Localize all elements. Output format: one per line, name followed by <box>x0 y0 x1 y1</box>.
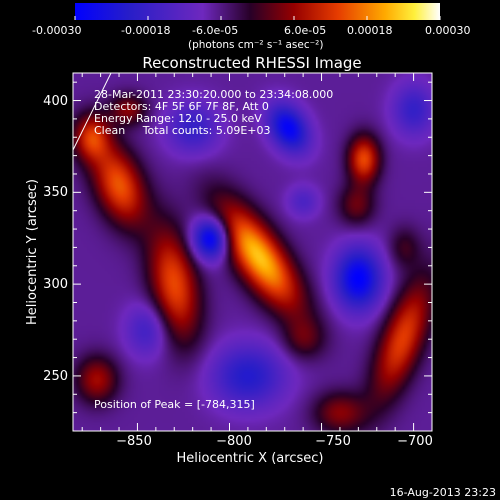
y-tick-labels: 250 300 350 400 <box>43 94 68 384</box>
colorbar-tick-label: 0.00018 <box>347 24 393 37</box>
x-tick-label: −700 <box>397 434 433 449</box>
x-tick-label: −750 <box>315 434 351 449</box>
colorbar-tick-label: 0.00030 <box>425 24 471 37</box>
y-tick-label: 250 <box>43 369 68 384</box>
x-axis-label: Heliocentric X (arcsec) <box>177 451 324 466</box>
colorbar-tick-label: -0.00030 <box>32 24 81 37</box>
footer-timestamp: 16-Aug-2013 23:23 <box>390 486 496 499</box>
chart-title: Reconstructed RHESSI Image <box>142 54 361 72</box>
colorbar-unit-label: (photons cm⁻² s⁻¹ asec⁻²) <box>188 39 323 51</box>
y-tick-label: 400 <box>43 94 68 109</box>
x-tick-label: −850 <box>116 434 152 449</box>
colorbar-tick-label: -6.0e-05 <box>192 24 238 37</box>
colorbar-gradient <box>75 3 440 20</box>
plot-frame <box>72 72 433 432</box>
x-tick-label: −800 <box>216 434 252 449</box>
info-line-clean: Clean Total counts: 5.09E+03 <box>94 124 271 137</box>
info-line-time-range: 28-Mar-2011 23:30:20.000 to 23:34:08.000 <box>94 88 333 101</box>
x-tick-labels: −850 −800 −750 −700 <box>116 434 433 449</box>
y-tick-label: 350 <box>43 185 68 200</box>
heatmap-image <box>73 73 432 431</box>
colorbar-ticks <box>74 16 441 20</box>
colorbar-tick-label: 6.0e-05 <box>284 24 326 37</box>
y-tick-label: 300 <box>43 277 68 292</box>
limb-line <box>73 73 112 151</box>
info-block: 28-Mar-2011 23:30:20.000 to 23:34:08.000… <box>94 88 333 411</box>
info-line-detectors: Detectors: 4F 5F 6F 7F 8F, Att 0 <box>94 100 269 113</box>
info-line-energy: Energy Range: 12.0 - 25.0 keV <box>94 112 262 125</box>
axis-ticks <box>73 73 433 431</box>
heatmap <box>73 73 432 431</box>
colorbar: -0.00030 -0.00018 -6.0e-05 6.0e-05 0.000… <box>32 3 471 51</box>
colorbar-tick-label: -0.00018 <box>121 24 170 37</box>
y-axis-label: Heliocentric Y (arcsec) <box>25 179 40 325</box>
peak-position-label: Position of Peak = [-784,315] <box>94 398 255 411</box>
